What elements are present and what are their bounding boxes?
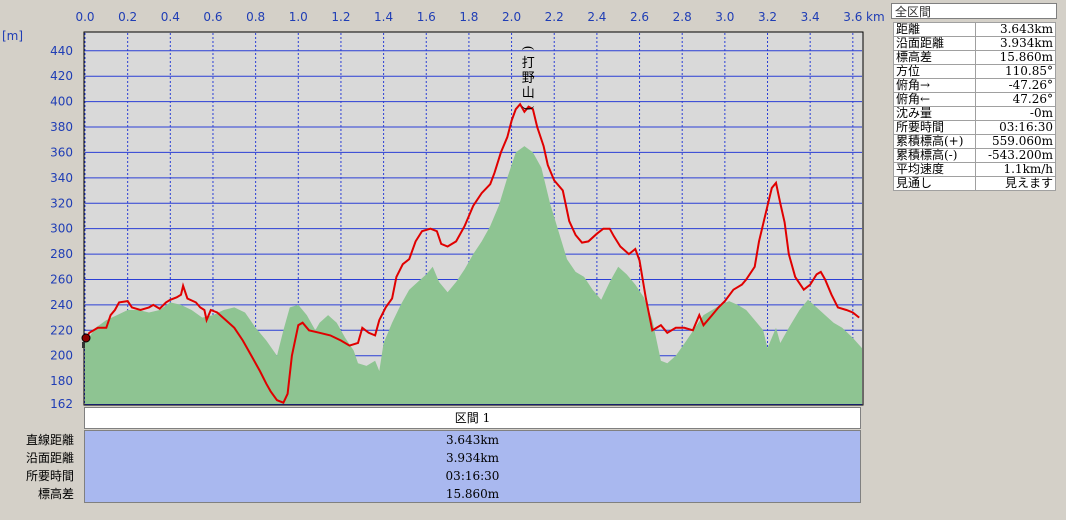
y-tick-label: 162: [50, 397, 73, 408]
summary-label: 距離: [892, 22, 977, 37]
peak-label-char: 打: [522, 56, 535, 71]
x-tick-label: 0.0: [75, 10, 94, 24]
summary-row: 累積標高(+) 559.060m: [892, 134, 1056, 149]
segment-value: 03:16:30: [445, 469, 500, 483]
summary-row: 方位 110.85°: [892, 64, 1056, 79]
summary-label: 平均速度: [892, 162, 977, 177]
summary-label: 沿面距離: [892, 36, 977, 51]
peak-label-char: 山: [522, 86, 535, 101]
x-tick-label: 1.4: [374, 10, 393, 24]
summary-value: 見えます: [975, 176, 1056, 191]
y-tick-labels: 162 180 200 220 240 260 280 300 320 340 360 380 400 4…: [50, 44, 73, 408]
summary-label: 見通し: [892, 176, 977, 191]
y-tick-label: 400: [50, 95, 73, 109]
summary-value: -543.200m: [975, 148, 1056, 163]
x-unit-label: km: [866, 10, 885, 24]
summary-label: 累積標高(+): [892, 134, 977, 149]
summary-row: 見通し 見えます: [892, 176, 1056, 191]
y-tick-label: 380: [50, 120, 73, 134]
summary-value: 47.26°: [975, 92, 1056, 107]
x-tick-label: 2.0: [502, 10, 521, 24]
segment-value: 15.860m: [445, 487, 500, 501]
x-tick-labels: 0.0 0.2 0.4 0.6 0.8 1.0 1.2 1.4 1.6 1.8 2.0 2.2 2.4 2…: [75, 10, 862, 24]
x-tick-label: 2.2: [545, 10, 564, 24]
summary-table: 距離 3.643km 沿面距離 3.934km 標高差 15.860m 方位 110.85° 俯…: [892, 22, 1056, 191]
y-tick-label: 340: [50, 171, 73, 185]
summary-label: 方位: [892, 64, 977, 79]
x-tick-label: 3.4: [801, 10, 820, 24]
summary-row: 俯角← 47.26°: [892, 92, 1056, 107]
summary-value: 15.860m: [975, 50, 1056, 65]
x-tick-label: 0.8: [246, 10, 265, 24]
x-tick-label: 2.8: [673, 10, 692, 24]
peak-label-char: ): [520, 105, 535, 110]
segment-value: 3.934km: [445, 451, 499, 465]
terrain-area-shape: [85, 146, 862, 404]
summary-panel: 全区間 距離 3.643km 沿面距離 3.934km 標高差 15.860m 方位 110.…: [891, 3, 1057, 205]
route-line: [84, 102, 860, 404]
summary-label: 標高差: [892, 50, 977, 65]
summary-row: 俯角→ -47.26°: [892, 78, 1056, 93]
x-tick-label: 3.2: [758, 10, 777, 24]
y-tick-label: 220: [50, 323, 73, 337]
x-tick-label: 1.8: [459, 10, 478, 24]
summary-label: 沈み量: [892, 106, 977, 121]
segment-value: 3.643km: [445, 433, 499, 447]
x-tick-label: 0.4: [161, 10, 180, 24]
segment-label: 直線距離: [25, 433, 74, 447]
summary-row: 沈み量 -0m: [892, 106, 1056, 121]
summary-row: 平均速度 1.1km/h: [892, 162, 1056, 177]
summary-label: 俯角→: [892, 78, 977, 93]
summary-title[interactable]: 全区間: [891, 3, 1057, 19]
summary-value: 03:16:30: [975, 120, 1056, 135]
peak-label-char: (: [520, 45, 535, 50]
y-tick-label: 280: [50, 247, 73, 261]
terrain-area: [85, 146, 862, 404]
start-marker-icon: [81, 333, 91, 348]
segment-label: 標高差: [37, 487, 74, 501]
elevation-profile-chart: 0.0 0.2 0.4 0.6 0.8 1.0 1.2 1.4 1.6 1.8 2.0 2.2 2.4 2…: [2, 10, 885, 408]
summary-label: 所要時間: [892, 120, 977, 135]
peak-label-char: 野: [522, 71, 535, 86]
x-tick-label: 2.4: [587, 10, 606, 24]
summary-value: 559.060m: [975, 134, 1056, 149]
summary-row: 累積標高(-) -543.200m: [892, 148, 1056, 163]
summary-row: 所要時間 03:16:30: [892, 120, 1056, 135]
summary-label: 累積標高(-): [892, 148, 977, 163]
summary-row: 沿面距離 3.934km: [892, 36, 1056, 51]
summary-value: 1.1km/h: [975, 162, 1056, 177]
x-tick-label: 1.0: [289, 10, 308, 24]
summary-value: 3.934km: [975, 36, 1056, 51]
x-tick-label: 3.0: [715, 10, 734, 24]
segment-label: 沿面距離: [25, 451, 74, 465]
y-tick-label: 180: [50, 374, 73, 388]
summary-row: 距離 3.643km: [892, 22, 1056, 37]
x-tick-label: 0.2: [118, 10, 137, 24]
summary-value: -0m: [975, 106, 1056, 121]
summary-value: -47.26°: [975, 78, 1056, 93]
segment-header[interactable]: 区間 1: [84, 407, 861, 429]
x-tick-label: 1.2: [331, 10, 350, 24]
y-tick-label: 260: [50, 272, 73, 286]
x-tick-label: 0.6: [203, 10, 222, 24]
summary-label: 俯角←: [892, 92, 977, 107]
y-tick-label: 320: [50, 196, 73, 210]
y-tick-label: 360: [50, 145, 73, 159]
summary-value: 3.643km: [975, 22, 1056, 37]
x-tick-label: 1.6: [417, 10, 436, 24]
y-unit-label: [m]: [2, 29, 23, 43]
summary-value: 110.85°: [975, 64, 1056, 79]
x-tick-label: 3.6: [843, 10, 862, 24]
y-tick-label: 420: [50, 69, 73, 83]
summary-row: 標高差 15.860m: [892, 50, 1056, 65]
segment-label: 所要時間: [25, 469, 74, 483]
route-elevation-line: [84, 102, 860, 404]
y-tick-label: 200: [50, 349, 73, 363]
segment-table: 3.643km 3.934km 03:16:30 15.860m: [84, 430, 861, 503]
peak-annotation: ( 打野山): [520, 45, 535, 110]
y-tick-label: 440: [50, 44, 73, 58]
x-tick-label: 2.6: [630, 10, 649, 24]
y-tick-label: 240: [50, 298, 73, 312]
y-tick-label: 300: [50, 222, 73, 236]
